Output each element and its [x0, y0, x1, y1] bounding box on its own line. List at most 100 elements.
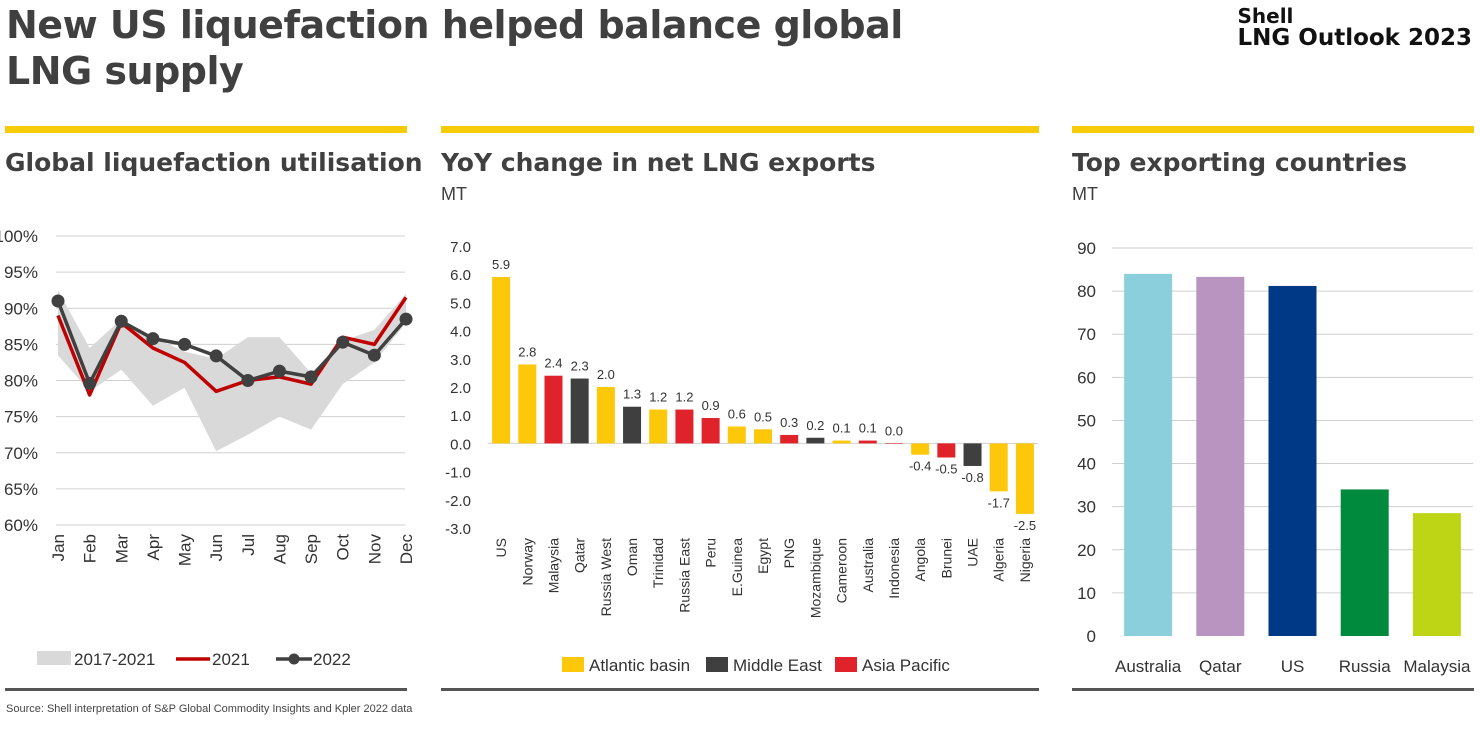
yoy-xtick-label: Russia East: [676, 538, 692, 613]
yoy-bar: [623, 406, 642, 444]
yoy-xtick-label: Angola: [912, 538, 928, 582]
yoy-bar: [754, 429, 772, 444]
top-ytick-label: 30: [1077, 498, 1096, 517]
yoy-data-label: 0.6: [728, 406, 746, 421]
legend-middle-label: Middle East: [733, 656, 822, 675]
yoy-bar: [701, 418, 720, 444]
yoy-data-label: -2.5: [1014, 518, 1036, 533]
top-xtick-label: Australia: [1115, 657, 1182, 676]
top-xtick-label: Malaysia: [1403, 657, 1471, 676]
yoy-xtick-label: Mozambique: [807, 538, 823, 618]
legend-range-label: 2017-2021: [74, 650, 155, 669]
legend-asia-label: Asia Pacific: [862, 656, 950, 675]
top-unit: MT: [1072, 184, 1098, 204]
util-xtick-label: Oct: [334, 534, 353, 561]
yoy-data-label: -0.5: [935, 462, 957, 477]
brand-line-2: LNG Outlook 2023: [1237, 25, 1472, 51]
util-xtick-label: Mar: [112, 534, 131, 564]
yoy-xtick-label: Oman: [624, 538, 640, 576]
yoy-data-label: 0.9: [702, 398, 720, 413]
util-ytick-label: 60%: [4, 516, 38, 535]
yoy-bar: [727, 426, 746, 444]
util-xtick-label: Feb: [81, 534, 100, 563]
yoy-data-label: 0.2: [806, 418, 824, 433]
yoy-data-label: 0.1: [833, 421, 851, 436]
yoy-data-label: 0.5: [754, 409, 772, 424]
yoy-ytick-label: -1.0: [445, 465, 471, 482]
yoy-ytick-label: -3.0: [445, 521, 471, 538]
util-2022-point: [209, 349, 223, 363]
yoy-xtick-label: Russia West: [598, 538, 614, 616]
util-xtick-label: Jun: [207, 534, 226, 561]
legend-2022-marker: [288, 653, 300, 665]
yoy-bar: [649, 409, 668, 444]
yoy-xtick-label: Egypt: [755, 538, 771, 574]
util-xtick-label: Apr: [144, 534, 163, 561]
yoy-ytick-label: 3.0: [450, 352, 471, 369]
util-xtick-label: May: [176, 534, 195, 567]
util-xtick-label: Dec: [397, 534, 416, 565]
yoy-bar: [780, 434, 799, 444]
yoy-bar: [570, 378, 589, 444]
yoy-bar: [675, 409, 694, 444]
yoy-unit: MT: [441, 184, 467, 204]
top-bar: [1196, 276, 1245, 636]
yoy-bar: [544, 375, 563, 444]
panel-2-accent-bar: [441, 126, 1039, 133]
util-xtick-label: Jul: [239, 534, 258, 556]
yoy-xtick-label: Indonesia: [886, 538, 902, 599]
legend-2021-label: 2021: [212, 650, 250, 669]
yoy-data-label: 0.3: [780, 415, 798, 430]
yoy-chart: -3.0 -2.0 -1.0 0.0 1.0 2.0 3.0 4.0 5.0 6.0 7.0 5.9 U…: [445, 239, 1038, 675]
top-ytick-label: 80: [1077, 282, 1096, 301]
yoy-xtick-label: Peru: [703, 538, 719, 568]
yoy-ytick-label: 2.0: [450, 380, 471, 397]
util-ytick-label: 80%: [4, 372, 38, 391]
util-ytick-label: 85%: [4, 335, 38, 354]
util-2022-point: [114, 314, 128, 328]
yoy-ytick-label: 5.0: [450, 295, 471, 312]
top-bar: [1412, 513, 1461, 636]
yoy-data-label: 2.8: [518, 344, 536, 359]
top-xtick-label: US: [1281, 657, 1305, 676]
yoy-xtick-label: Trinidad: [650, 538, 666, 588]
top-ytick-label: 70: [1077, 325, 1096, 344]
util-xtick-label: Nov: [365, 534, 384, 565]
util-xtick-label: Sep: [302, 534, 321, 564]
yoy-ytick-label: -2.0: [445, 493, 471, 510]
yoy-ytick-label: 4.0: [450, 324, 471, 341]
yoy-xtick-label: Norway: [519, 538, 535, 585]
yoy-bar: [518, 364, 537, 444]
yoy-xtick-label: UAE: [965, 538, 981, 567]
util-ytick-label: 90%: [4, 299, 38, 318]
yoy-bar: [492, 277, 511, 444]
yoy-xtick-label: Qatar: [572, 538, 588, 573]
panel-1-bottom-rule: [5, 688, 407, 691]
top-xtick-label: Russia: [1339, 657, 1392, 676]
top-ytick-label: 0: [1087, 627, 1096, 646]
util-2022-point: [83, 376, 97, 390]
panel-3-bottom-rule: [1072, 688, 1474, 691]
yoy-data-label: -0.4: [909, 459, 931, 474]
top-ytick-label: 20: [1077, 541, 1096, 560]
util-2022-point: [241, 374, 255, 387]
utilisation-chart: 60% 65% 70% 75% 80% 85% 90% 95% 100% Jan Feb Mar Apr…: [0, 227, 416, 669]
yoy-bar: [911, 443, 930, 455]
top-ytick-label: 10: [1077, 584, 1096, 603]
util-xtick-label: Jan: [49, 534, 68, 561]
yoy-bar: [596, 387, 615, 444]
panel-3-accent-bar: [1072, 126, 1474, 133]
yoy-bar: [806, 437, 825, 444]
brand-line-1: Shell: [1237, 4, 1294, 28]
util-ytick-label: 100%: [0, 227, 38, 246]
yoy-data-label: 2.4: [544, 356, 562, 371]
util-2022-point: [51, 294, 65, 308]
legend-range-swatch: [37, 651, 71, 665]
top-ytick-label: 50: [1077, 411, 1096, 430]
legend-middle-swatch: [706, 657, 728, 672]
yoy-bar: [963, 443, 982, 466]
yoy-title: YoY change in net LNG exports: [441, 148, 876, 177]
yoy-bar: [832, 440, 851, 444]
source-note: Source: Shell interpretation of S&P Glob…: [6, 703, 413, 715]
yoy-data-label: 0.0: [885, 423, 903, 438]
